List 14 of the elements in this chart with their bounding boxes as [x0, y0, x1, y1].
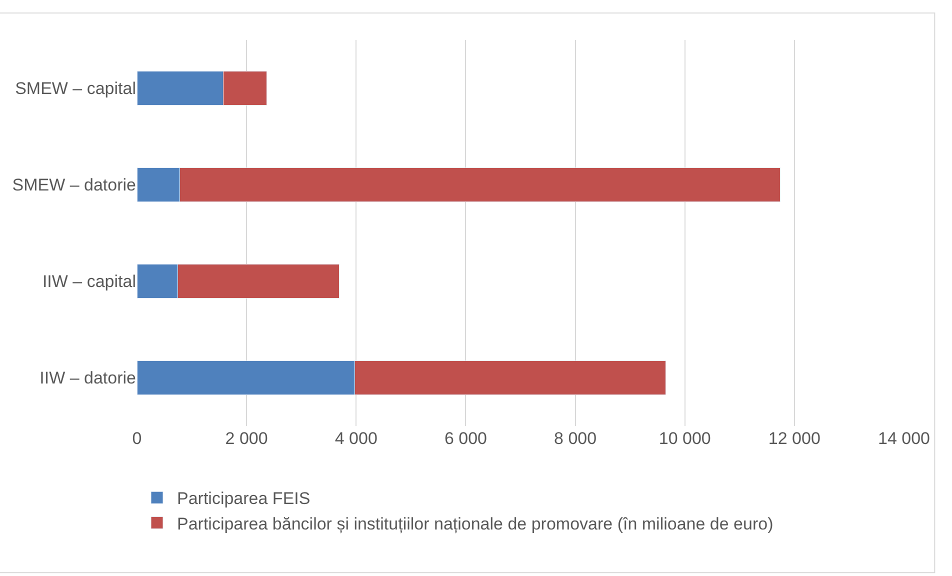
x-tick-label: 2 000 [225, 429, 268, 448]
x-tick-label: 4 000 [334, 429, 378, 448]
y-tick-label: IIW – datorie [40, 368, 136, 388]
x-tick-label: 8 000 [554, 429, 597, 448]
y-tick-label: IIW – capital [42, 272, 136, 292]
x-tick-label: 10 000 [658, 429, 711, 448]
x-tick-label: 14 000 [878, 429, 930, 448]
x-tick-label: 0 [132, 429, 142, 448]
legend-label: Participarea FEIS [177, 489, 310, 508]
y-tick-label: SMEW – capital [15, 79, 136, 98]
x-tick-label: 6 000 [444, 429, 487, 448]
legend-label: Participarea băncilor și instituțiilor naționale de promovare (în milioane de euro) [177, 514, 774, 534]
y-tick-label: SMEW – datorie [12, 176, 136, 195]
x-tick-label: 12 000 [768, 429, 820, 448]
